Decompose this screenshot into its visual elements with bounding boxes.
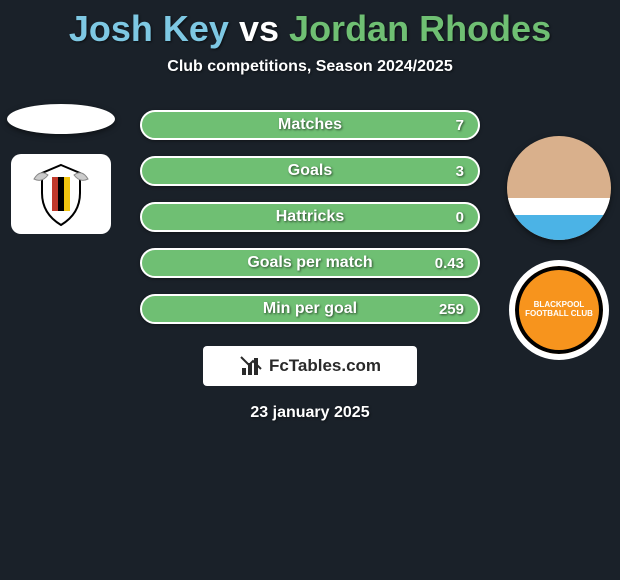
subtitle: Club competitions, Season 2024/2025 [0,58,620,76]
stat-bar: Min per goal 259 [140,294,480,324]
vs-text: vs [239,8,279,49]
player1-name: Josh Key [69,8,229,49]
logo-text: FcTables.com [269,356,381,376]
stat-value: 259 [439,301,464,318]
stat-value: 0.43 [435,255,464,272]
snapshot-date: 23 january 2025 [0,404,620,422]
stat-bar: Hattricks 0 [140,202,480,232]
stat-value: 3 [456,163,464,180]
player2-avatar [507,136,611,240]
crest-icon [26,159,96,229]
stat-label: Hattricks [276,208,344,226]
stat-label: Goals [288,162,332,180]
stat-label: Matches [278,116,342,134]
source-logo: FcTables.com [203,346,417,386]
stat-label: Goals per match [247,254,372,272]
stat-label: Min per goal [263,300,357,318]
player1-club-crest [11,154,111,234]
stat-bar: Matches 7 [140,110,480,140]
crest-text: BLACKPOOL FOOTBALL CLUB [515,301,603,319]
player2-club-crest: BLACKPOOL FOOTBALL CLUB [509,260,609,360]
stat-bar: Goals per match 0.43 [140,248,480,278]
bar-chart-icon [239,354,263,378]
player2-name: Jordan Rhodes [289,8,551,49]
content-area: BLACKPOOL FOOTBALL CLUB Matches 7 Goals 3 Ha… [0,104,620,324]
player2-column: BLACKPOOL FOOTBALL CLUB [504,136,614,360]
player1-column [6,104,116,234]
stat-bars: Matches 7 Goals 3 Hattricks 0 Goals per match 0… [140,104,480,324]
player1-avatar [7,104,115,134]
stat-bar: Goals 3 [140,156,480,186]
comparison-title: Josh Key vs Jordan Rhodes [0,0,620,50]
stat-value: 7 [456,117,464,134]
stat-value: 0 [456,209,464,226]
